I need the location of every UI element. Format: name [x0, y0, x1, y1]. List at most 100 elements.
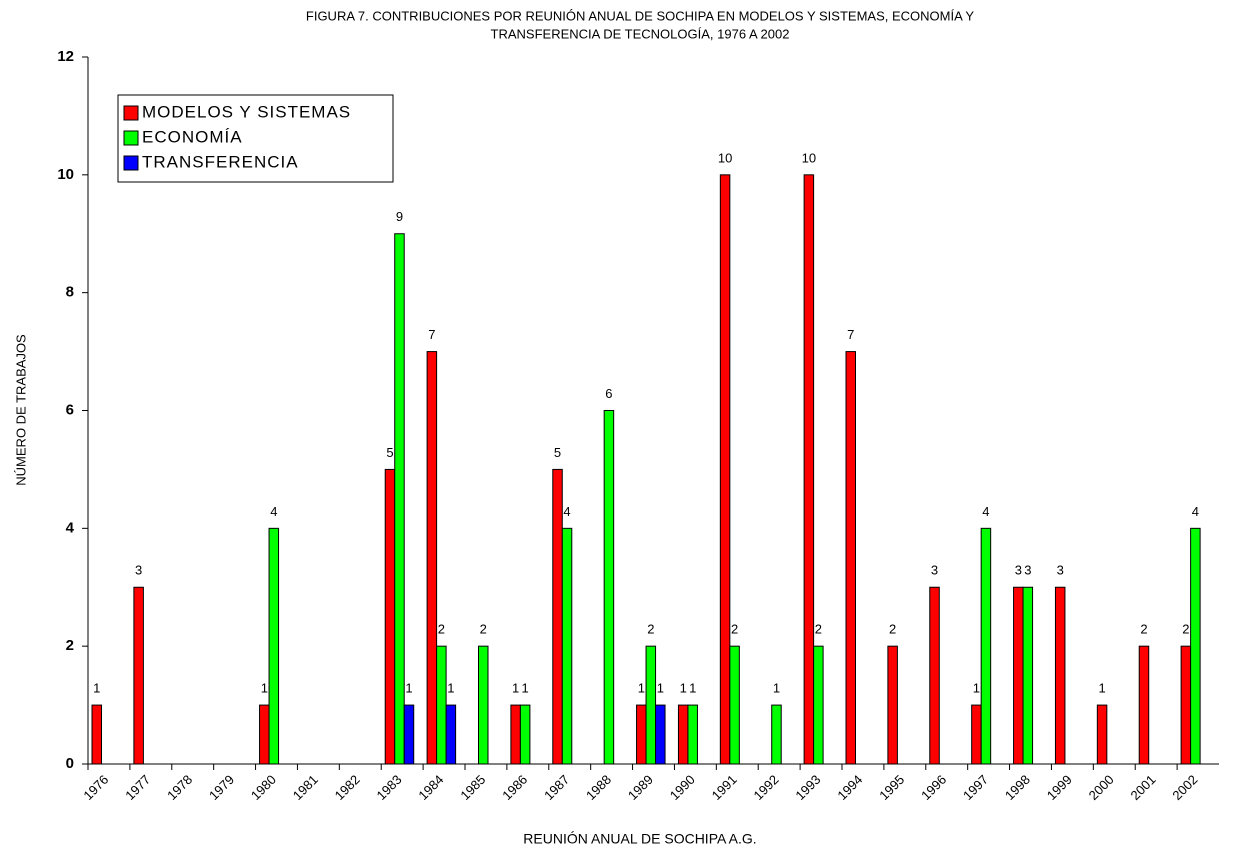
x-tick-label: 1977 [122, 772, 153, 803]
bar [1054, 586, 1066, 765]
x-tick-label: 1986 [499, 772, 530, 803]
bar [803, 174, 815, 765]
x-tick-label: 1996 [918, 772, 949, 803]
bar [813, 645, 824, 765]
bar [510, 704, 521, 765]
data-label: 2 [480, 622, 487, 637]
bar [1022, 586, 1034, 765]
legend-swatch [123, 155, 139, 171]
y-tick-label: 2 [66, 637, 74, 654]
bar [445, 704, 457, 765]
bar [519, 704, 531, 765]
y-tick-label: 0 [66, 755, 74, 772]
bar [771, 704, 782, 765]
data-label: 4 [563, 504, 570, 519]
legend-label: ECONOMÍA [142, 127, 243, 146]
x-tick-label: 2000 [1086, 772, 1117, 803]
bar [729, 645, 740, 765]
x-tick-label: 1989 [625, 772, 656, 803]
x-tick-label: 1979 [206, 772, 237, 803]
bar [436, 645, 447, 765]
x-axis-label: REUNIÓN ANUAL DE SOCHIPA A.G. [523, 831, 756, 847]
x-tick-label: 1980 [248, 772, 279, 803]
x-tick-label: 1978 [164, 772, 195, 803]
x-tick-label: 1984 [415, 772, 446, 803]
data-label: 1 [689, 681, 696, 696]
data-label: 6 [605, 386, 612, 401]
bar [1180, 645, 1192, 765]
legend-label: TRANSFERENCIA [142, 152, 299, 171]
bar [929, 586, 940, 765]
bar [403, 704, 415, 765]
y-tick-label: 6 [66, 401, 74, 418]
data-label: 4 [982, 504, 989, 519]
data-label: 1 [773, 681, 780, 696]
x-tick-label: 1976 [80, 772, 111, 803]
data-label: 1 [405, 681, 412, 696]
data-label: 1 [657, 681, 664, 696]
x-tick-label: 1982 [332, 772, 363, 803]
x-tick-label: 1998 [1002, 772, 1033, 803]
y-tick-label: 4 [66, 519, 75, 536]
data-label: 1 [680, 681, 687, 696]
data-label: 3 [931, 563, 938, 578]
x-tick-label: 1987 [541, 772, 572, 803]
data-label: 2 [731, 622, 738, 637]
data-label: 3 [1057, 563, 1064, 578]
bar [478, 645, 489, 765]
x-tick-label: 1999 [1044, 772, 1075, 803]
bar [394, 233, 405, 765]
y-tick-label: 10 [57, 166, 74, 183]
bar [552, 468, 563, 765]
data-label: 3 [1015, 563, 1022, 578]
data-label: 9 [396, 209, 403, 224]
legend-swatch [123, 105, 139, 121]
data-label: 7 [847, 327, 854, 342]
data-label: 7 [428, 327, 435, 342]
data-label: 1 [973, 681, 980, 696]
y-axis-label: NÚMERO DE TRABAJOS [13, 334, 28, 486]
x-tick-label: 1997 [960, 772, 991, 803]
bar [677, 704, 689, 765]
bar [268, 527, 280, 765]
x-tick-label: 1981 [290, 772, 321, 803]
bar [384, 468, 396, 765]
bar [1138, 645, 1150, 765]
data-label: 10 [802, 150, 816, 165]
x-tick-label: 1995 [876, 772, 907, 803]
data-label: 2 [438, 622, 445, 637]
data-label: 1 [93, 681, 100, 696]
x-tick-label: 1992 [751, 772, 782, 803]
data-label: 1 [512, 681, 519, 696]
bar [971, 704, 982, 765]
bar [655, 704, 666, 765]
chart-title: FIGURA 7. CONTRIBUCIONES POR REUNIÓN ANU… [306, 8, 975, 23]
x-tick-label: 1993 [792, 772, 823, 803]
data-label: 1 [447, 681, 454, 696]
y-tick-label: 8 [66, 284, 74, 301]
legend-swatch [123, 130, 139, 146]
data-label: 5 [386, 445, 393, 460]
data-label: 4 [270, 504, 277, 519]
data-label: 1 [261, 681, 268, 696]
x-tick-label: 2001 [1128, 772, 1159, 803]
bar [1013, 586, 1024, 765]
x-tick-label: 1994 [834, 772, 865, 803]
data-label: 2 [815, 622, 822, 637]
bar [91, 704, 102, 765]
bar [687, 704, 698, 765]
x-tick-label: 1983 [374, 772, 405, 803]
bar [603, 410, 615, 765]
x-tick-label: 1990 [667, 772, 698, 803]
y-tick-label: 12 [57, 48, 74, 65]
data-label: 2 [647, 622, 654, 637]
x-tick-label: 1991 [709, 772, 740, 803]
bar [636, 704, 647, 765]
data-label: 5 [554, 445, 561, 460]
data-label: 2 [889, 622, 896, 637]
data-label: 4 [1192, 504, 1199, 519]
bar [845, 351, 856, 765]
data-label: 2 [1140, 622, 1147, 637]
chart-title: TRANSFERENCIA DE TECNOLOGÍA, 1976 A 2002 [491, 26, 790, 41]
data-label: 1 [1098, 681, 1105, 696]
